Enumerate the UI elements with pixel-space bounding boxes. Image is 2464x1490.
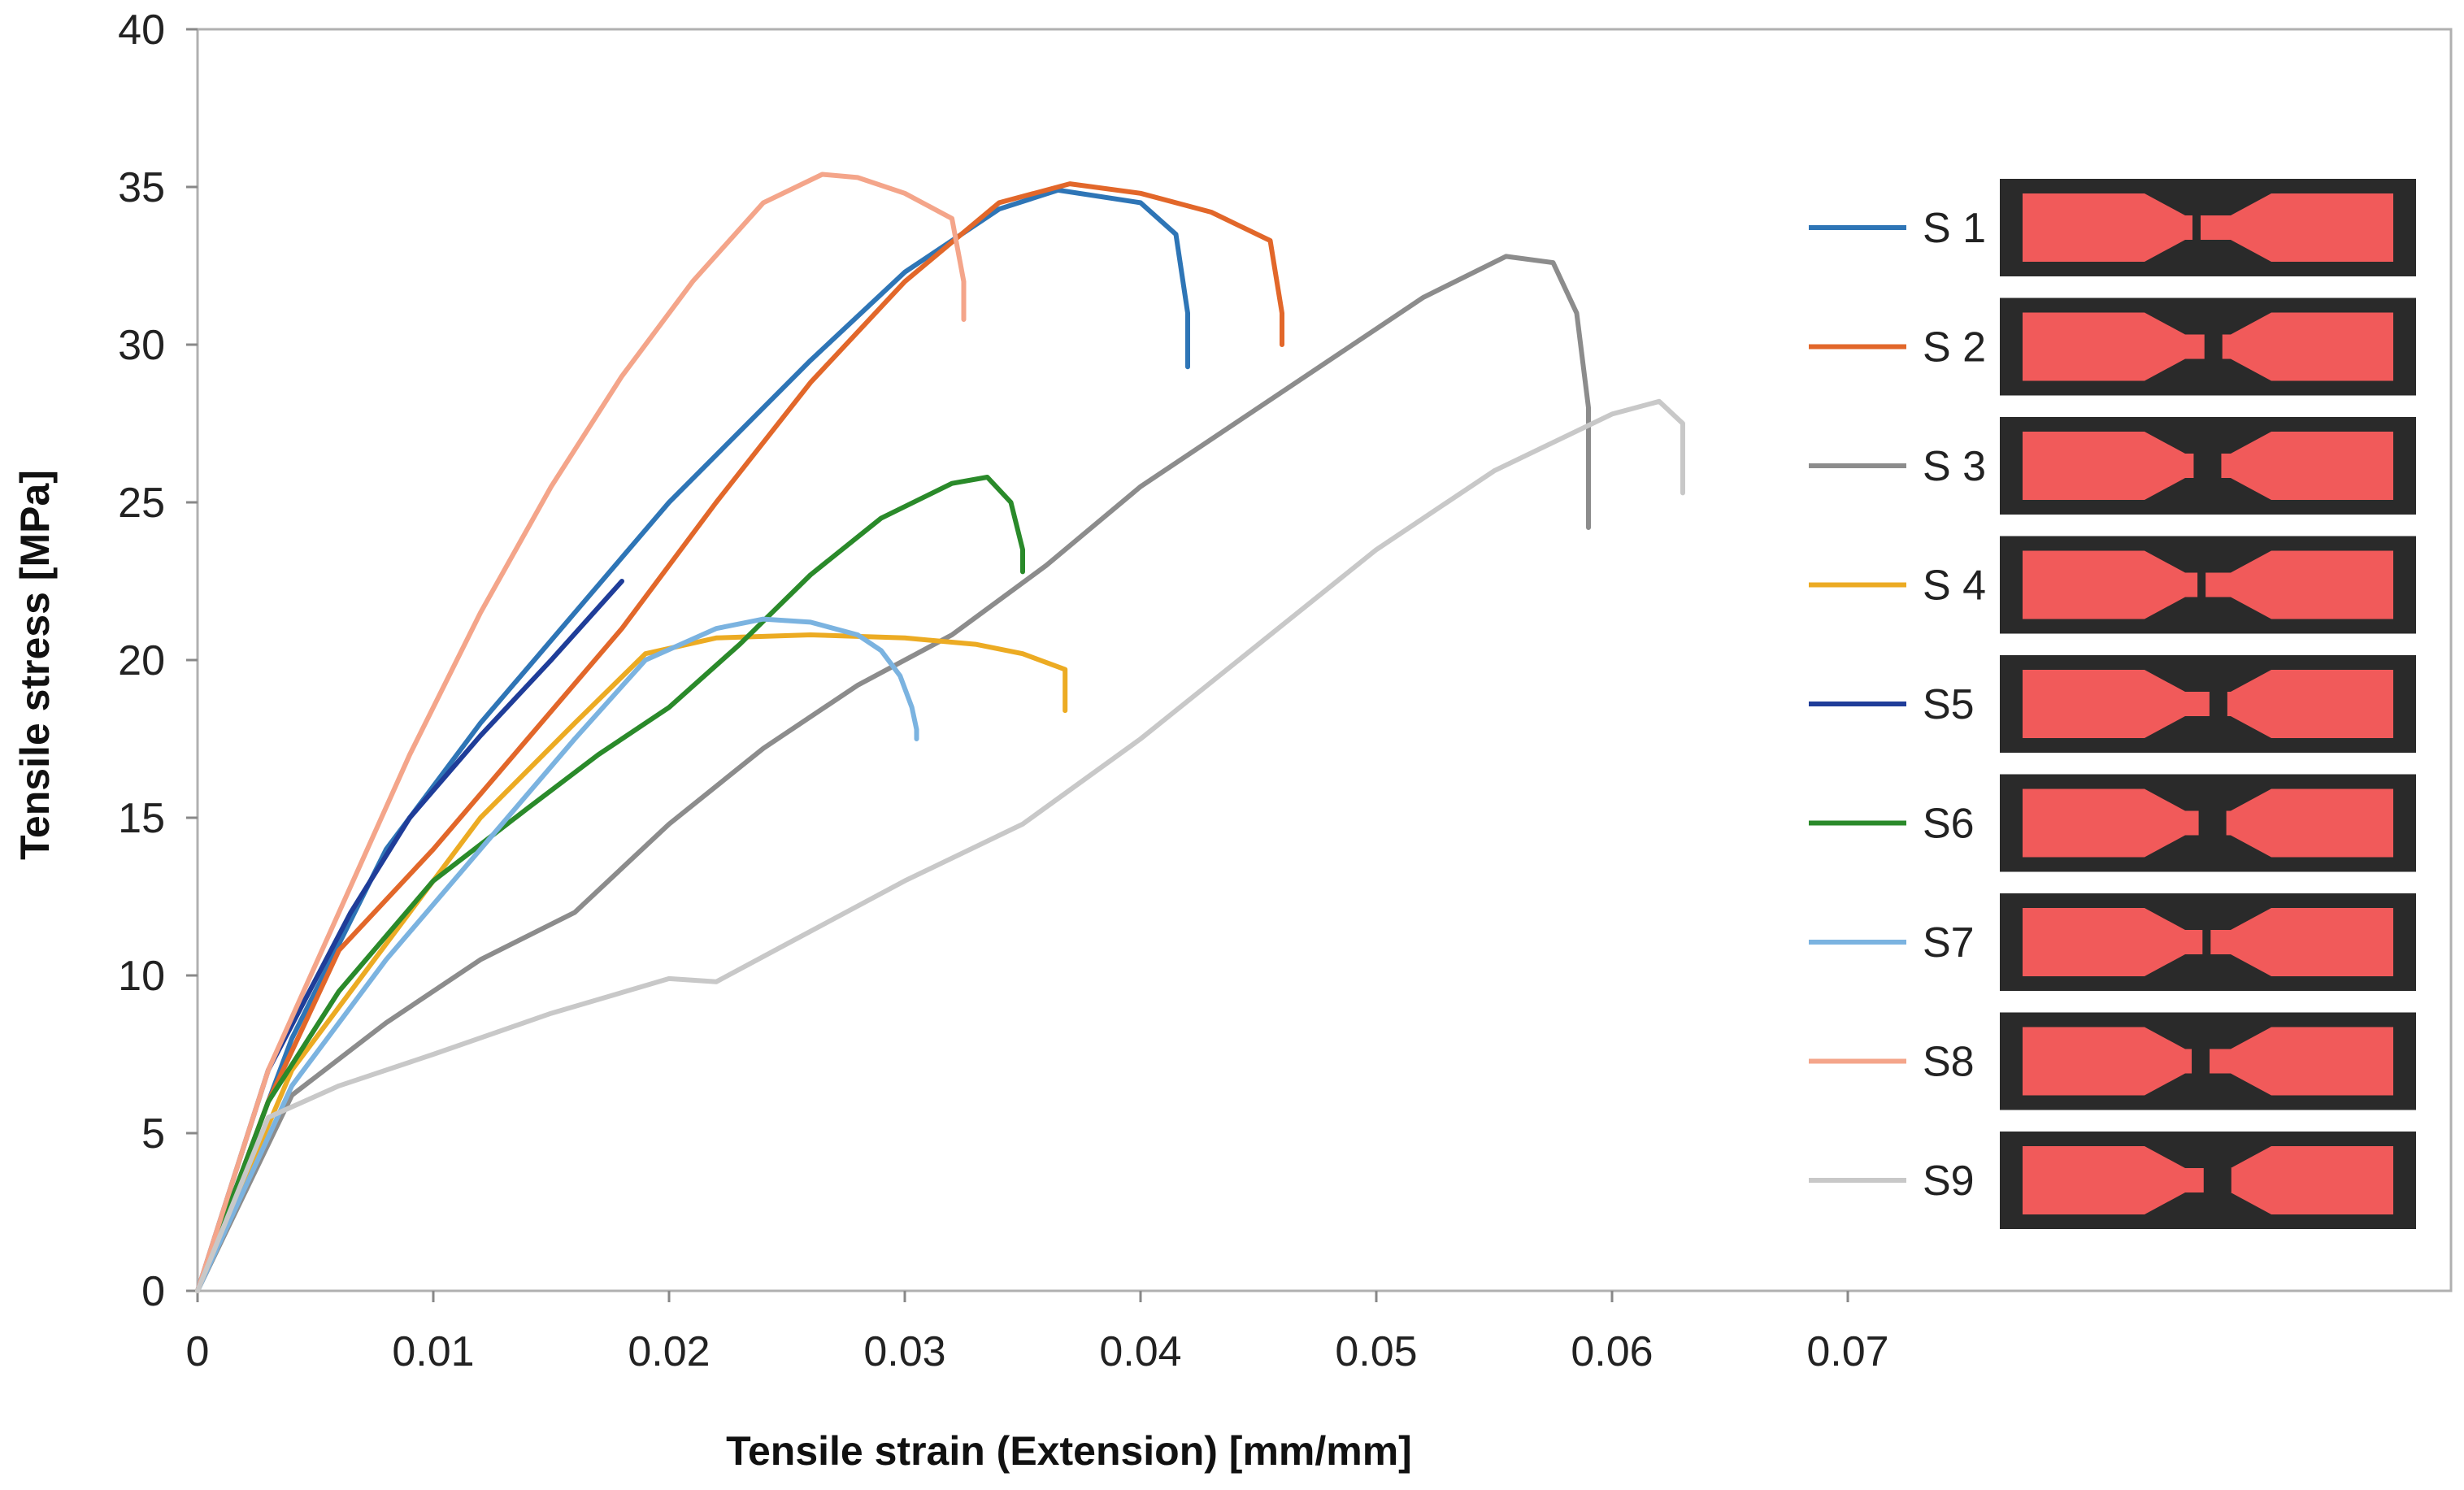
series-line-s9 (195, 398, 1685, 1293)
specimen-photo (2000, 298, 2416, 396)
y-axis: 0 5 10 15 20 25 30 35 40 (118, 7, 198, 1315)
y-tick-label: 5 (141, 1110, 165, 1158)
x-tick-label: 0 (186, 1328, 210, 1375)
series-group (195, 172, 1685, 1293)
series-line-s7 (195, 616, 919, 1293)
specimen-photo (2000, 774, 2416, 872)
y-tick-label: 40 (118, 7, 165, 54)
x-tick-label: 0.07 (1806, 1328, 1888, 1375)
legend-label: S 3 (1923, 443, 1986, 490)
series-line-s4 (195, 632, 1068, 1293)
specimen-photos (2000, 179, 2416, 1229)
specimen-photo (2000, 179, 2416, 276)
specimen-photo (2000, 1132, 2416, 1229)
y-tick-label: 20 (118, 637, 165, 684)
legend-label: S9 (1923, 1158, 1975, 1205)
x-axis-title: Tensile strain (Extension) [mm/mm] (726, 1428, 1412, 1474)
y-tick-label: 0 (141, 1268, 165, 1315)
series-line-s6 (195, 475, 1025, 1293)
series-line-s8 (195, 172, 967, 1293)
legend-label: S5 (1923, 681, 1975, 728)
legend-label: S8 (1923, 1039, 1975, 1086)
x-tick-label: 0.03 (863, 1328, 945, 1375)
legend-label: S7 (1923, 919, 1975, 967)
series-line-s5 (195, 579, 624, 1293)
x-axis: 0 0.01 0.02 0.03 0.04 0.05 0.06 0.07 (186, 1291, 1889, 1375)
series-line-s2 (195, 181, 1284, 1293)
legend-label: S 1 (1923, 205, 1986, 252)
specimen-photo (2000, 1012, 2416, 1110)
y-tick-label: 15 (118, 795, 165, 842)
x-tick-label: 0.06 (1571, 1328, 1653, 1375)
x-tick-label: 0.04 (1099, 1328, 1181, 1375)
y-axis-title: Tensile stress [MPa] (12, 470, 58, 860)
x-tick-label: 0.01 (392, 1328, 474, 1375)
legend-label: S6 (1923, 801, 1975, 848)
specimen-photo (2000, 536, 2416, 634)
series-line-s1 (195, 187, 1190, 1293)
y-tick-label: 25 (118, 480, 165, 527)
x-tick-label: 0.02 (628, 1328, 710, 1375)
specimen-photo (2000, 893, 2416, 991)
legend-label: S 2 (1923, 324, 1986, 371)
y-tick-label: 35 (118, 164, 165, 211)
legend: S 1 S 2 S 3 S 4 S5 S6 S7 S8 S9 (1809, 205, 1986, 1205)
series-line-s3 (195, 254, 1591, 1293)
y-tick-label: 30 (118, 322, 165, 369)
legend-label: S 4 (1923, 563, 1986, 610)
specimen-photo (2000, 655, 2416, 753)
specimen-photo (2000, 417, 2416, 515)
x-tick-label: 0.05 (1335, 1328, 1417, 1375)
y-tick-label: 10 (118, 953, 165, 1000)
